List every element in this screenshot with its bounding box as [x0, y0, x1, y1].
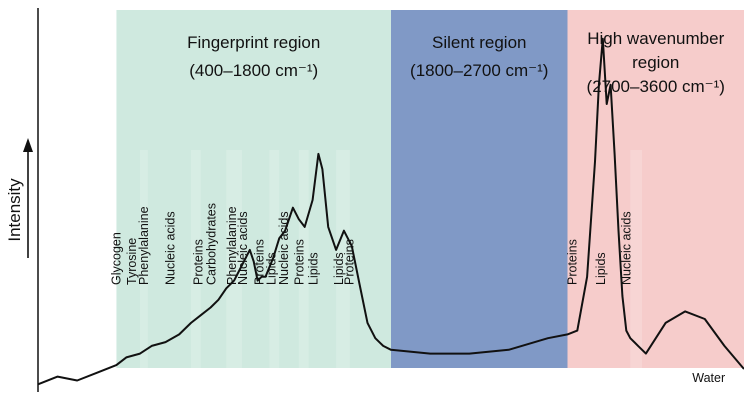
region-band-silent: [391, 10, 568, 368]
band-label-phenylalanine: Phenylalanine: [225, 206, 239, 285]
band-label-water: Water: [692, 371, 725, 385]
region-label-silent-line-1: Silent region: [432, 33, 527, 52]
band-label-lipids: Lipids: [264, 252, 278, 285]
region-band-fingerprint: [116, 10, 391, 368]
band-label-nucleic-acids: Nucleic acids: [277, 211, 291, 285]
band-highlight-strip: [139, 150, 148, 368]
band-label-proteins: Proteins: [565, 239, 579, 285]
band-label-nucleic-acids: Nucleic acids: [163, 211, 177, 285]
region-labels: Fingerprint region (400–1800 cm⁻¹) Silent …: [187, 29, 725, 96]
band-highlight-strip: [226, 150, 242, 368]
band-label-proteins: Proteins: [293, 239, 307, 285]
spectrum-line: [37, 37, 744, 386]
y-axis-arrow-head: [23, 138, 33, 152]
band-label-nucleic-acids: Nucleic acids: [619, 211, 633, 285]
band-label-glycogen: Glycogen: [109, 232, 123, 285]
band-highlight-strip: [269, 150, 280, 368]
y-axis: Intensity: [5, 8, 39, 392]
y-axis-label: Intensity: [5, 178, 24, 242]
band-highlight-strip: [336, 150, 350, 368]
band-label-nucleic-acids: Nucleic acids: [236, 211, 250, 285]
region-label-high-wavenumber-line-2: region: [632, 53, 679, 72]
band-highlight-strip: [630, 150, 643, 368]
band-highlight-strip: [190, 150, 201, 368]
band-label-lipids: Lipids: [332, 252, 346, 285]
band-label-carbohydrates: Carbohydrates: [205, 203, 219, 285]
region-label-fingerprint-line-2: (400–1800 cm⁻¹): [189, 61, 318, 80]
region-label-high-wavenumber-line-1: High wavenumber: [587, 29, 724, 48]
region-band-high-wavenumber: [567, 10, 744, 368]
region-label-high-wavenumber-line-3: (2700–3600 cm⁻¹): [587, 77, 725, 96]
band-label-lipids: Lipids: [307, 252, 321, 285]
band-highlight-strip: [298, 150, 309, 368]
region-bands: [116, 10, 744, 368]
band-label-phenylalanine: Phenylalanine: [137, 206, 151, 285]
band-label-lipids: Lipids: [594, 252, 608, 285]
region-label-silent-line-2: (1800–2700 cm⁻¹): [410, 61, 548, 80]
region-label-fingerprint-line-1: Fingerprint region: [187, 33, 320, 52]
band-label-proteins: Proteins: [192, 239, 206, 285]
band-label-tyrosine: Tyrosine: [125, 238, 139, 285]
